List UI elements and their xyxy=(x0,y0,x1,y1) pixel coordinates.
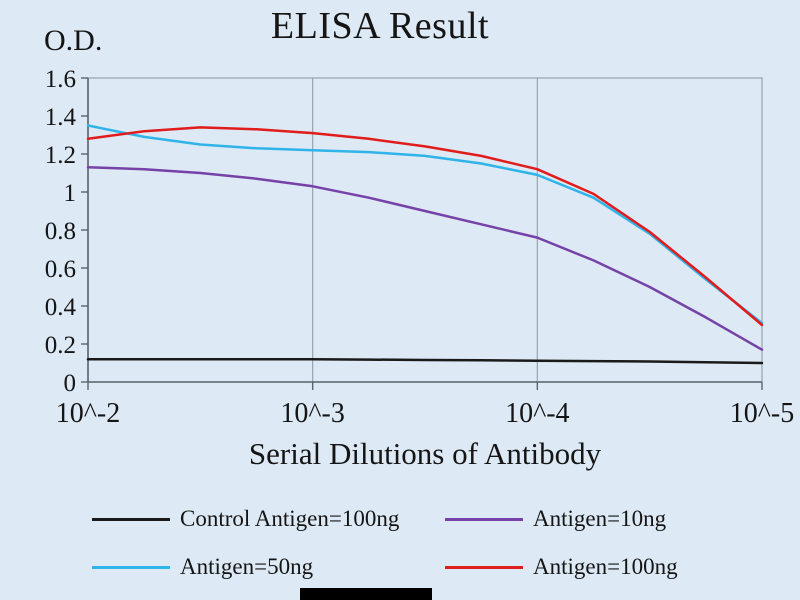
legend-label: Antigen=100ng xyxy=(533,554,678,579)
y-tick-label: 0.4 xyxy=(45,294,77,321)
legend-line-swatch xyxy=(92,565,170,569)
y-tick-label: 0.8 xyxy=(45,218,76,245)
y-tick-label: 0.6 xyxy=(45,256,76,283)
y-tick-label: 0 xyxy=(64,370,77,397)
x-tick-label: 10^-5 xyxy=(730,398,794,429)
legend-label: Antigen=50ng xyxy=(180,554,314,579)
y-tick-label: 1.2 xyxy=(45,142,76,169)
series-line-0 xyxy=(86,357,764,365)
x-tick-label: 10^-2 xyxy=(56,398,120,429)
y-tick-label: 1.4 xyxy=(45,104,77,131)
y-tick-label: 0.2 xyxy=(45,332,76,359)
legend-item-antigen-10ng: Antigen=10ng xyxy=(445,506,762,532)
legend-line-swatch xyxy=(445,517,523,521)
y-tick-label: 1.6 xyxy=(45,66,76,93)
series-line-2 xyxy=(86,124,764,325)
legend-line-swatch xyxy=(92,517,170,521)
legend-label: Antigen=10ng xyxy=(533,506,667,531)
y-tick-label: 1 xyxy=(64,180,77,207)
watermark-bar xyxy=(300,588,432,600)
x-axis-label: Serial Dilutions of Antibody xyxy=(248,436,602,471)
legend: Control Antigen=100ng Antigen=10ng Antig… xyxy=(92,506,762,580)
legend-label: Control Antigen=100ng xyxy=(180,506,400,531)
legend-line-swatch xyxy=(445,565,523,569)
elisa-line-chart: 0 0.2 0.4 0.6 0.8 1 1.2 1.4 1.6 10^-2 10^-3 10^-4 10… xyxy=(45,66,794,429)
series-line-1 xyxy=(86,166,764,351)
series-line-3 xyxy=(86,126,764,327)
legend-item-antigen-50ng: Antigen=50ng xyxy=(92,554,437,580)
legend-item-control-antigen: Control Antigen=100ng xyxy=(92,506,437,532)
x-tick-label: 10^-4 xyxy=(505,398,569,429)
y-axis-label: O.D. xyxy=(44,24,103,57)
plot-border xyxy=(87,77,763,383)
legend-item-antigen-100ng: Antigen=100ng xyxy=(445,554,762,580)
x-tick-label: 10^-3 xyxy=(280,398,344,429)
chart-title: ELISA Result xyxy=(270,5,490,47)
